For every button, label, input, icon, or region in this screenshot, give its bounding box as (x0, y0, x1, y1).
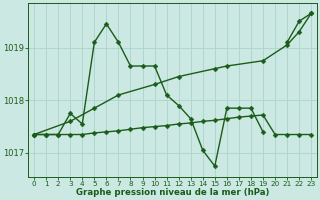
X-axis label: Graphe pression niveau de la mer (hPa): Graphe pression niveau de la mer (hPa) (76, 188, 269, 197)
